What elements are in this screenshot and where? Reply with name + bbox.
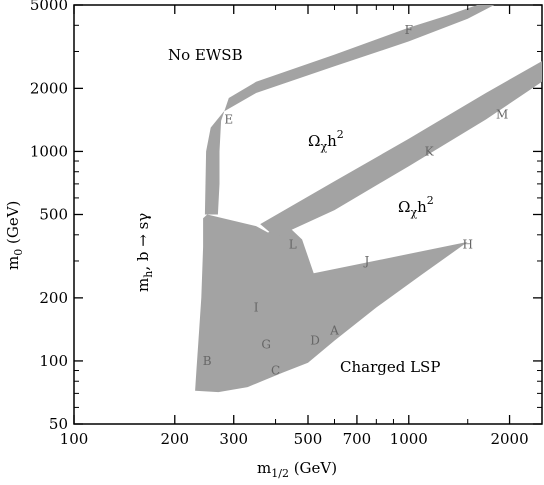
benchmark-point-F: F [405,23,413,37]
x-tick-label: 1000 [390,430,428,448]
x-tick-label: 100 [60,430,89,448]
y-tick-label: 100 [39,352,68,370]
benchmark-point-I: I [254,300,259,314]
region-label-no-ewsb: No EWSB [168,46,243,64]
omega-h: h [417,198,427,216]
y-tick-label: 1000 [30,142,68,160]
mh-m: m [134,278,152,292]
omega-superscript: 2 [337,128,344,141]
x-tick-label: 300 [219,430,248,448]
region-label-omega-upper: Ωχh2 [308,128,344,153]
x-axis-label-sub: 1/2 [271,467,289,480]
x-axis-label-main: m [257,459,271,477]
benchmark-point-G: G [261,337,271,351]
x-tick-label: 2000 [490,430,528,448]
x-tick-label: 700 [343,430,372,448]
benchmark-point-E: E [224,113,233,127]
omega-symbol: Ω [308,132,320,150]
y-tick-label: 200 [39,289,68,307]
omega-subscript: χ [410,206,417,219]
benchmark-point-C: C [271,364,280,378]
region-label-charged-lsp: Charged LSP [340,358,440,376]
benchmark-point-A: A [329,323,339,337]
omega-symbol: Ω [398,198,410,216]
benchmark-point-K: K [425,144,435,158]
shaded-regions [195,5,542,393]
x-tick-label: 500 [294,430,323,448]
excluded-region [195,214,468,393]
x-tick-label: 200 [160,430,189,448]
y-tick-label: 5000 [30,0,68,14]
y-tick-label: 2000 [30,79,68,97]
benchmark-point-H: H [462,237,472,251]
y-axis-label-unit: (GeV) [4,201,22,249]
benchmark-point-J: J [363,254,370,268]
benchmark-point-L: L [289,237,297,251]
y-tick-label: 50 [49,415,68,433]
y-axis-label-main: m [4,256,22,270]
mh-subscript: h [142,271,155,278]
bsg-text: , b → sγ [134,213,152,271]
region-label-mh-bsgamma: mh, b → sγ [134,213,155,292]
x-axis-label: m1/2 (GeV) [257,459,337,480]
coannihilation-band [260,61,542,238]
benchmark-point-B: B [203,354,212,368]
y-tick-label: 500 [39,206,68,224]
y-axis-label-sub: 0 [12,249,25,256]
omega-superscript: 2 [427,194,434,207]
benchmark-points: A B C D E F G H I J K L M [203,23,508,378]
x-axis-label-unit: (GeV) [289,459,337,477]
omega-subscript: χ [320,140,327,153]
y-axis-label: m0 (GeV) [4,201,25,270]
omega-h: h [327,132,337,150]
region-label-omega-lower: Ωχh2 [398,194,434,219]
benchmark-point-D: D [310,334,320,348]
benchmark-point-M: M [496,108,508,122]
axis-ticks: 100 200 300 500 700 1000 200050100200500100020… [30,0,542,448]
